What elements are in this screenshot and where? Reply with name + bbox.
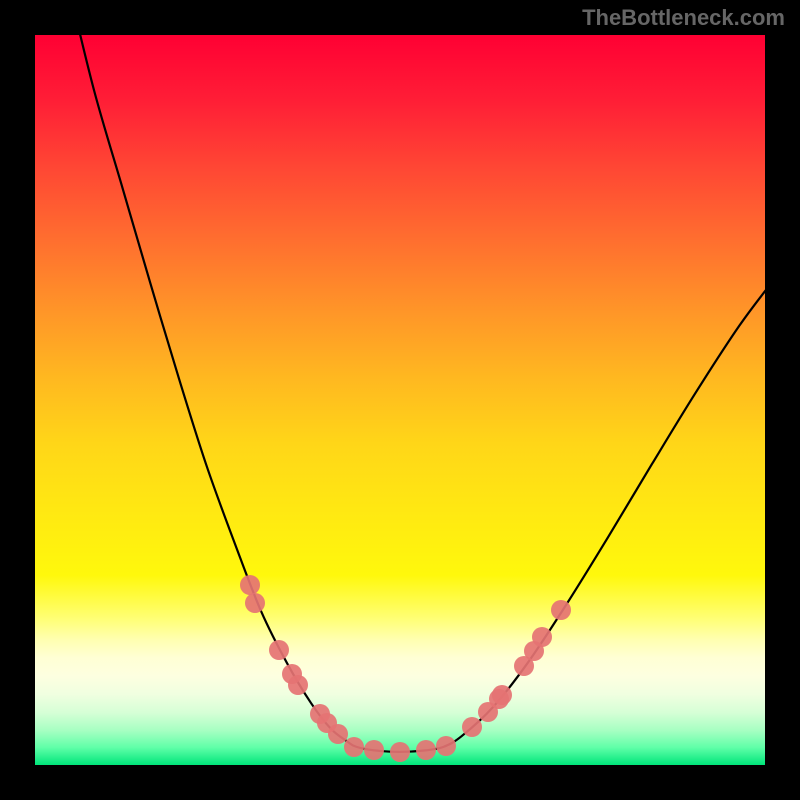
- v-curve: [72, 35, 766, 752]
- marker-dot: [390, 742, 410, 762]
- marker-dot: [492, 685, 512, 705]
- marker-dot: [462, 717, 482, 737]
- watermark-text: TheBottleneck.com: [582, 5, 785, 31]
- curve-layer: [35, 35, 765, 765]
- marker-dot: [364, 740, 384, 760]
- plot-area: [35, 35, 765, 765]
- marker-dot: [532, 627, 552, 647]
- marker-dot: [436, 736, 456, 756]
- marker-dot: [344, 737, 364, 757]
- chart-frame: TheBottleneck.com: [0, 0, 800, 800]
- marker-dot: [240, 575, 260, 595]
- marker-dot: [269, 640, 289, 660]
- marker-dot: [416, 740, 436, 760]
- marker-dot: [551, 600, 571, 620]
- marker-dot: [245, 593, 265, 613]
- marker-dot: [288, 675, 308, 695]
